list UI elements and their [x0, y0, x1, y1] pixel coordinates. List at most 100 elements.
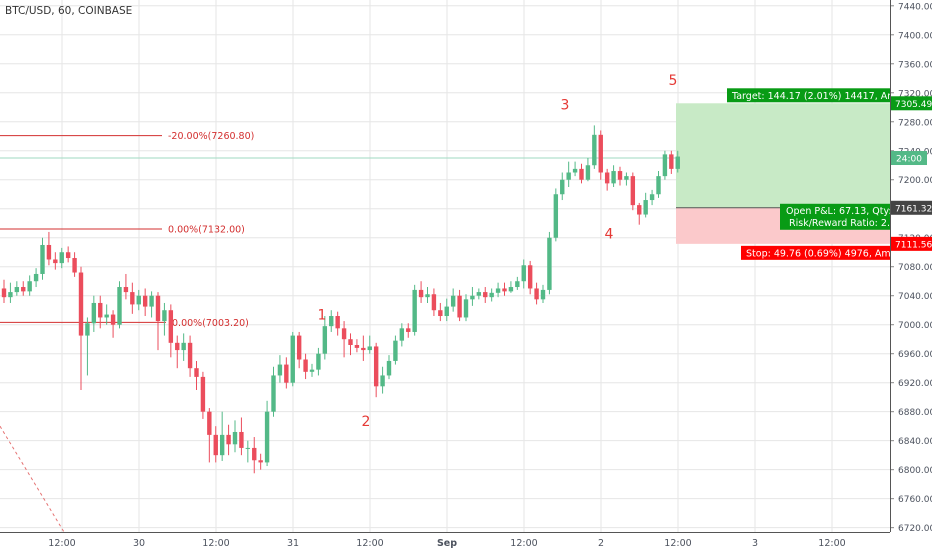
candle-body	[53, 259, 58, 264]
candle-body	[643, 200, 648, 215]
candle-body	[553, 194, 559, 238]
candle-body	[322, 326, 328, 354]
candle-body	[547, 237, 552, 290]
candle-body	[110, 314, 116, 325]
price-tick-label: 7320.00	[898, 89, 932, 99]
candle-body	[258, 460, 263, 463]
price-tick-label: 6760.00	[898, 495, 932, 505]
candle-body	[59, 252, 64, 264]
candle-body	[40, 244, 45, 274]
candle-body	[290, 335, 295, 383]
candle-body	[649, 194, 655, 201]
candle-body	[207, 411, 212, 435]
candle-body	[367, 346, 372, 351]
candle-body	[21, 287, 26, 292]
candle-body	[303, 359, 308, 372]
candle-body	[457, 295, 462, 318]
candle-body	[521, 265, 526, 282]
candle-body	[130, 292, 135, 305]
candle-body	[617, 171, 623, 180]
candle-body	[412, 289, 417, 332]
candle-body	[585, 165, 591, 180]
candle-body	[361, 347, 366, 351]
candle-body	[232, 431, 238, 445]
price-tick-label: 7040.00	[898, 292, 932, 302]
candle-body	[540, 289, 546, 300]
price-tick-label: 6840.00	[898, 437, 932, 447]
current-price-tag	[891, 151, 927, 166]
candle-body	[14, 287, 20, 293]
price-tick-label: 6880.00	[898, 408, 932, 418]
price-tick-label: 7440.00	[898, 2, 932, 12]
candle-body	[675, 156, 680, 169]
time-tick-label: 12:00	[356, 538, 383, 549]
candle-body	[579, 168, 584, 180]
grid-layer	[0, 0, 890, 532]
candle-body	[181, 342, 186, 351]
price-tick-label: 6960.00	[898, 350, 932, 360]
target-label-bg	[727, 88, 890, 103]
profit-zone	[676, 103, 890, 208]
candle-body	[239, 431, 244, 448]
candle-body	[373, 346, 379, 387]
candle-body	[200, 376, 206, 412]
candle-body	[98, 302, 103, 318]
candle-body	[329, 316, 334, 327]
candle-body	[495, 288, 501, 293]
candle-body	[438, 310, 443, 317]
candle-body	[142, 295, 148, 307]
time-tick-label: 3	[752, 538, 758, 549]
candle-body	[123, 287, 129, 293]
candle-body	[316, 353, 321, 370]
candle-body	[65, 252, 71, 259]
candle-body	[527, 265, 533, 289]
candle-body	[489, 292, 494, 298]
candle-body	[8, 292, 13, 298]
price-tick-label: 6720.00	[898, 524, 932, 534]
current-price-label: 24:00	[896, 155, 922, 165]
candle-body	[534, 288, 539, 300]
candle-body	[117, 287, 122, 325]
price-tick-label: 7360.00	[898, 60, 932, 70]
time-axis: 12:00 30 12:00 31 12:00 Sep 12:00 2 12:00 3 12:00	[0, 532, 890, 549]
candle-body	[476, 292, 482, 296]
candle-body	[508, 287, 514, 292]
price-tick-label: 6800.00	[898, 466, 932, 476]
candle-body	[309, 369, 315, 372]
wave-label-1: 1	[318, 308, 327, 324]
candle-body	[175, 342, 180, 351]
candle-body	[470, 295, 475, 300]
candle-body	[406, 328, 411, 332]
candle-body	[162, 310, 167, 322]
candle-body	[380, 375, 385, 387]
candle-body	[515, 281, 520, 288]
open-pnl-bg	[780, 203, 890, 230]
fib-level-label: -20.00%(7260.80)	[168, 131, 254, 142]
wave-label-4: 4	[605, 226, 614, 242]
candle-body	[592, 134, 597, 166]
wave-label-5: 5	[669, 73, 678, 89]
price-axis: 6720.00 6760.00 6800.00 6840.00 6880.00 6920.…	[890, 0, 932, 534]
wave-label-3: 3	[561, 97, 570, 113]
candle-body	[630, 176, 636, 206]
candle-body	[91, 302, 97, 324]
chart-title: BTC/USD, 60, COINBASE	[5, 5, 132, 17]
candle-body	[226, 434, 231, 445]
stop-label-bg	[741, 245, 890, 260]
position-price-label: 7111.56	[895, 240, 932, 250]
time-tick-label: 31	[287, 538, 299, 549]
candle-body	[168, 310, 174, 343]
open-pnl-label: Open P&L: 67.13, Qty: 5	[786, 206, 901, 217]
candle-body	[213, 434, 218, 456]
candle-body	[46, 244, 52, 260]
fib-level-label: 0.00%(7003.20)	[172, 318, 249, 329]
candle-body	[341, 328, 347, 340]
candle-body	[245, 447, 251, 449]
time-tick-label: 12:00	[202, 538, 229, 549]
candle-body	[463, 299, 469, 318]
dashed-trend-line	[0, 425, 65, 533]
time-tick-label: 12:00	[664, 538, 691, 549]
candle-body	[155, 295, 161, 322]
